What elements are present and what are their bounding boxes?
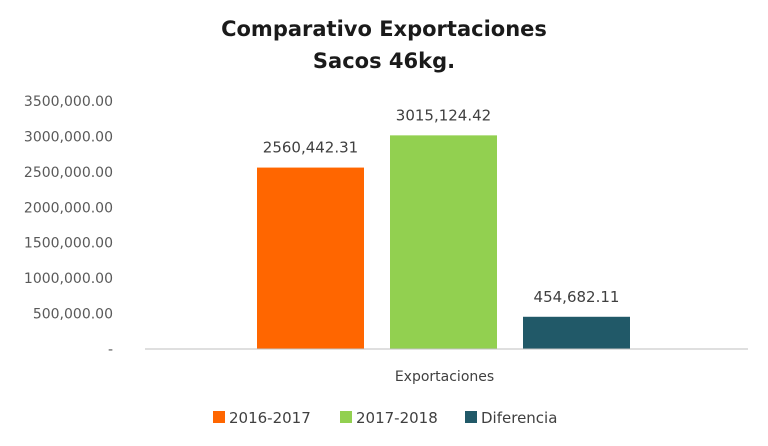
legend-swatch: [465, 411, 477, 423]
x-tick-label: Exportaciones: [395, 369, 494, 385]
x-axis: Exportaciones: [145, 348, 748, 385]
bar-2017-2018: [390, 135, 497, 349]
legend-swatch: [213, 411, 225, 423]
legend: 2016-2017 2017-2018 Diferencia: [213, 409, 557, 427]
legend-item-Diferencia: Diferencia: [465, 409, 557, 427]
data-label-2016-2017: 2560,442.31: [263, 139, 358, 157]
data-label-2017-2018: 3015,124.42: [396, 106, 491, 124]
y-tick-label: 2500,000.00: [24, 165, 113, 181]
legend-item-2017-2018: 2017-2018: [340, 409, 438, 427]
legend-label: Diferencia: [481, 409, 557, 427]
chart-title-line-1: Comparativo Exportaciones: [221, 17, 547, 41]
y-tick-label: -: [108, 342, 113, 358]
y-tick-label: 1000,000.00: [24, 271, 113, 287]
y-axis: 3500,000.00 3000,000.00 2500,000.00 2000,00…: [24, 94, 113, 358]
y-tick-label: 3500,000.00: [24, 94, 113, 110]
bar-Diferencia: [523, 316, 630, 349]
y-tick-label: 3000,000.00: [24, 129, 113, 145]
legend-label: 2017-2018: [356, 409, 438, 427]
chart-title: Comparativo Exportaciones Sacos 46kg.: [221, 17, 547, 73]
y-tick-label: 1500,000.00: [24, 236, 113, 252]
data-label-Diferencia: 454,682.11: [534, 288, 620, 306]
legend-label: 2016-2017: [229, 409, 311, 427]
legend-swatch: [340, 411, 352, 423]
bars: 2560,442.31 3015,124.42 454,682.11: [257, 106, 630, 349]
y-tick-label: 2000,000.00: [24, 200, 113, 216]
legend-item-2016-2017: 2016-2017: [213, 409, 311, 427]
bar-2016-2017: [257, 167, 364, 349]
chart-title-line-2: Sacos 46kg.: [313, 49, 455, 73]
y-tick-label: 500,000.00: [33, 307, 113, 323]
